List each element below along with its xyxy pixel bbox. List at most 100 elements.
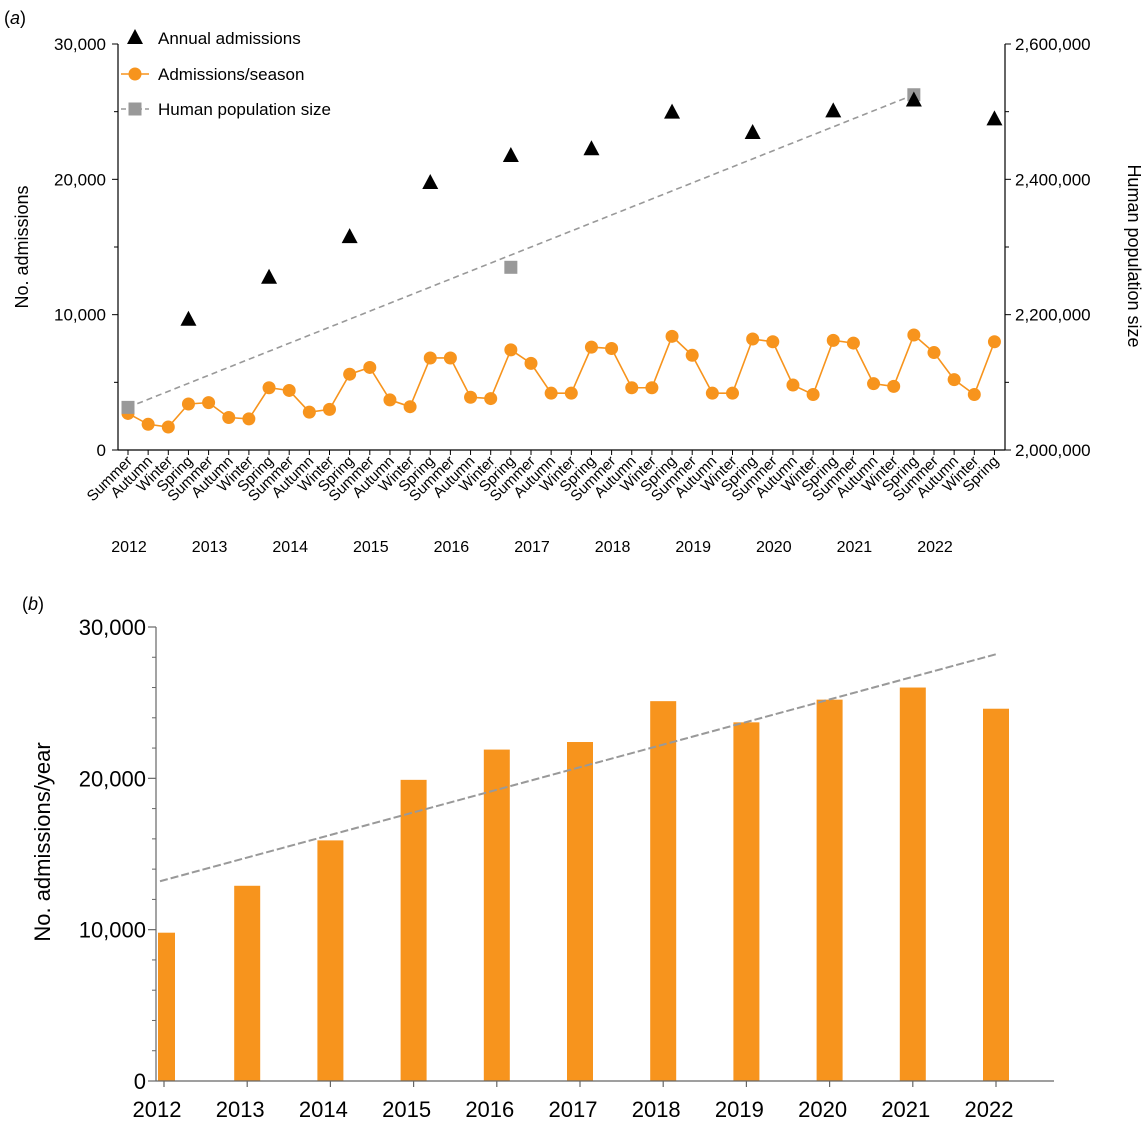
bar <box>899 687 926 1081</box>
year-label: 2017 <box>514 539 550 556</box>
legend-square-icon <box>128 102 142 116</box>
seasonal-admission-point <box>141 417 155 431</box>
seasonal-admission-point <box>806 388 820 402</box>
y-left-tick-label: 20,000 <box>54 170 106 189</box>
seasonal-admission-point <box>222 411 236 425</box>
y-left-tick-label: 0 <box>97 441 106 460</box>
x-tick-label: 2016 <box>465 1097 514 1122</box>
annual-admission-marker <box>422 174 439 190</box>
seasonal-admission-point <box>846 336 860 350</box>
y-left-tick-label: 30,000 <box>54 35 106 54</box>
panel-a-letter: a <box>10 8 20 28</box>
x-tick-label: 2019 <box>715 1097 764 1122</box>
seasonal-admission-point <box>665 329 679 343</box>
annual-admission-marker <box>341 228 358 244</box>
y-tick-label: 10,000 <box>79 918 146 943</box>
seasonal-admission-point <box>726 386 739 400</box>
y-axis-title: No. admissions/year <box>30 742 55 941</box>
y-tick-label: 30,000 <box>79 615 146 640</box>
seasonal-admission-point <box>202 396 216 410</box>
year-label: 2022 <box>917 539 953 556</box>
seasonal-admission-point <box>907 328 921 342</box>
trend-line <box>159 653 997 883</box>
bar <box>317 840 344 1081</box>
seasonal-admission-point <box>524 356 538 370</box>
seasonal-admission-point <box>887 379 901 393</box>
seasonal-admission-point <box>605 342 619 355</box>
seasonal-admission-point <box>464 390 478 404</box>
seasonal-admission-point <box>423 351 437 365</box>
seasonal-admission-point <box>242 412 256 426</box>
bar <box>650 701 677 1081</box>
seasonal-admission-point <box>967 388 981 402</box>
bar <box>483 749 510 1081</box>
year-label: 2020 <box>756 539 792 556</box>
annual-admission-marker <box>502 146 519 162</box>
annual-admission-marker <box>261 268 278 284</box>
seasonal-admission-point <box>181 397 195 411</box>
panel-b-chart: (b) 0 10,000 20,000 30,000 2012 2013 2014 2015 20… <box>22 594 1054 1122</box>
bar <box>816 699 843 1081</box>
panel-a-chart: (a) 0 10,000 20,000 30,000 2,000,000 2,200,000… <box>4 8 1144 556</box>
seasonal-admission-point <box>625 381 639 395</box>
seasonal-admissions-line <box>127 333 996 428</box>
seasonal-admission-point <box>443 351 457 365</box>
seasonal-admission-point <box>947 373 961 387</box>
legend-label-annual: Annual admissions <box>158 29 301 48</box>
seasonal-admission-point <box>544 386 558 400</box>
y-right-tick-label: 2,200,000 <box>1015 306 1091 325</box>
x-tick-label: 2015 <box>382 1097 431 1122</box>
annual-admission-marker <box>905 91 922 107</box>
seasonal-admission-point <box>484 392 498 406</box>
bar <box>733 722 760 1081</box>
seasonal-admission-point <box>987 335 1001 349</box>
annual-admission-marker <box>825 102 842 118</box>
panel-b-letter: b <box>28 594 38 614</box>
y-right-tick-label: 2,400,000 <box>1015 170 1091 189</box>
year-label: 2014 <box>272 539 308 556</box>
legend-triangle-icon <box>127 29 143 44</box>
population-trend-line <box>127 94 915 409</box>
year-label: 2015 <box>353 539 389 556</box>
year-label: 2021 <box>837 539 873 556</box>
annual-admission-marker <box>664 103 681 119</box>
y-tick-label: 20,000 <box>79 766 146 791</box>
seasonal-admission-point <box>766 335 780 349</box>
seasonal-admission-point <box>323 402 336 416</box>
annual-admission-marker <box>583 140 600 156</box>
annual-admission-marker <box>986 110 1003 126</box>
bar <box>158 932 175 1081</box>
x-tick-label: 2014 <box>299 1097 348 1122</box>
annual-admission-marker <box>180 310 197 326</box>
x-tick-label: 2018 <box>632 1097 681 1122</box>
bar <box>567 742 593 1081</box>
x-tick-label: 2017 <box>549 1097 598 1122</box>
x-tick-label: 2012 <box>133 1097 182 1122</box>
legend-label-seasonal: Admissions/season <box>158 65 304 84</box>
x-tick-label: 2022 <box>965 1097 1014 1122</box>
seasonal-admission-point <box>584 340 598 354</box>
x-tick-label: 2021 <box>881 1097 930 1122</box>
year-label: 2012 <box>111 539 147 556</box>
legend-label-population: Human population size <box>158 100 331 119</box>
seasonal-admission-point <box>302 405 316 419</box>
year-label: 2019 <box>675 539 711 556</box>
y-left-tick-label: 10,000 <box>54 306 106 325</box>
annual-admission-marker <box>744 123 761 139</box>
year-label: 2016 <box>434 539 470 556</box>
y-right-tick-label: 2,600,000 <box>1015 35 1091 54</box>
seasonal-admission-point <box>363 360 377 374</box>
population-point <box>504 260 518 274</box>
y-right-axis-title: Human population size <box>1124 164 1144 347</box>
seasonal-admission-point <box>685 348 699 362</box>
seasonal-admission-point <box>262 381 276 395</box>
seasonal-admission-point <box>564 386 578 400</box>
bar <box>983 708 1009 1081</box>
bar <box>234 885 261 1081</box>
population-point <box>121 400 135 414</box>
y-left-axis-title: No. admissions <box>12 185 32 308</box>
seasonal-admission-point <box>504 343 518 357</box>
seasonal-admission-point <box>161 420 175 434</box>
seasonal-admission-point <box>867 377 881 391</box>
